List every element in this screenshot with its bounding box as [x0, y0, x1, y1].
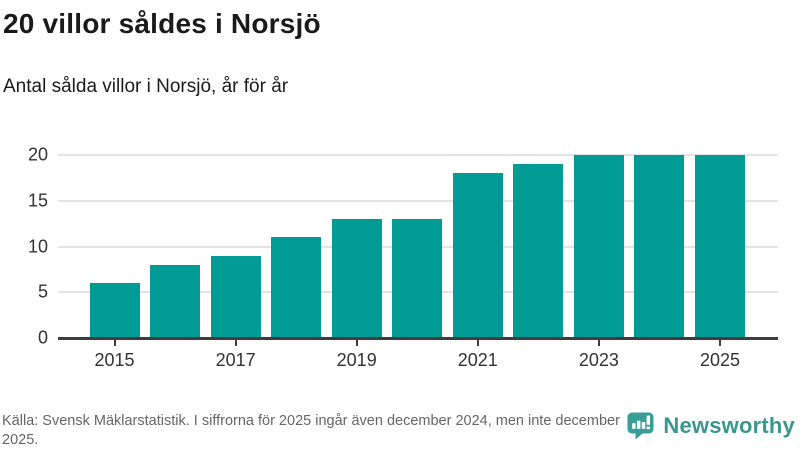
gridline-y-15	[58, 199, 778, 202]
chart-title: 20 villor såldes i Norsjö	[3, 8, 321, 39]
x-axis-tick-2021	[476, 340, 479, 346]
bar-2025	[695, 155, 745, 338]
x-axis-tick-label-2019: 2019	[336, 350, 377, 370]
x-axis-tick-2015	[113, 340, 116, 346]
x-axis-tick-label-2015: 2015	[94, 350, 135, 370]
bar-2019	[331, 219, 382, 338]
source-note: Källa: Svensk Mäklarstatistik. I siffror…	[2, 413, 620, 448]
y-axis-tick-label: 20	[27, 144, 48, 165]
bar-2021	[452, 173, 503, 338]
x-axis-tick-label-2021: 2021	[457, 350, 498, 370]
newsworthy-logo: Newsworthy	[626, 411, 795, 440]
gridline-y-20	[58, 154, 778, 156]
bar-chart-speech-bubble-icon	[627, 412, 654, 440]
x-axis-line	[58, 337, 778, 340]
x-axis-tick-2019	[355, 340, 358, 346]
y-axis-tick-label: 0	[37, 327, 48, 348]
x-axis-tick-2023	[597, 340, 600, 346]
newsworthy-logo-text: Newsworthy	[663, 412, 795, 438]
bar-2015	[89, 283, 140, 338]
bar-2018	[271, 237, 322, 338]
bar-2016	[150, 264, 201, 338]
y-axis-tick-label: 5	[37, 281, 48, 302]
bar-2024	[634, 155, 685, 338]
x-axis-tick-label-2017: 2017	[215, 350, 256, 370]
chart-subtitle: Antal sålda villor i Norsjö, år för år	[3, 76, 289, 97]
x-axis-tick-label-2025: 2025	[699, 350, 741, 370]
y-axis-tick-label: 15	[27, 190, 48, 211]
bar-2022	[513, 164, 564, 338]
bar-2017	[210, 255, 261, 338]
x-axis-tick-2017	[234, 340, 237, 346]
x-axis-tick-label-2023: 2023	[578, 350, 619, 370]
y-axis-tick-label: 10	[27, 236, 48, 256]
bar-2020	[392, 219, 443, 338]
x-axis-tick-2025	[719, 340, 721, 346]
bar-2023	[573, 155, 624, 338]
